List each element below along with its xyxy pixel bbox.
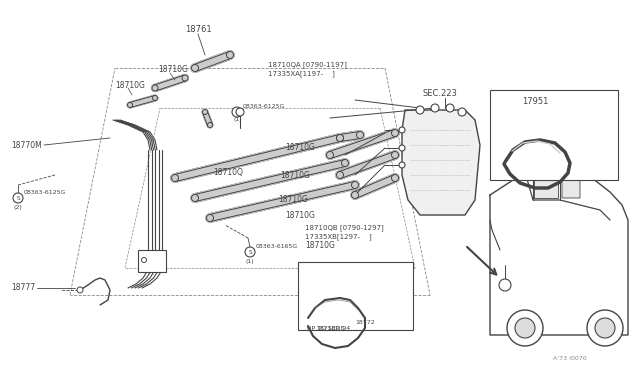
Text: 18770M: 18770M xyxy=(12,141,42,150)
Circle shape xyxy=(399,127,405,133)
Circle shape xyxy=(342,160,349,167)
Circle shape xyxy=(337,171,344,179)
Text: UP TO SEP.'94: UP TO SEP.'94 xyxy=(307,326,350,331)
Text: 18710QB [0790-1297]: 18710QB [0790-1297] xyxy=(305,225,384,231)
Circle shape xyxy=(77,287,83,293)
Text: 08363-6165G: 08363-6165G xyxy=(256,244,298,248)
Circle shape xyxy=(515,318,535,338)
Polygon shape xyxy=(562,177,580,198)
Circle shape xyxy=(392,129,399,137)
Circle shape xyxy=(399,145,405,151)
Circle shape xyxy=(191,64,198,71)
Text: 17951: 17951 xyxy=(522,97,548,106)
Circle shape xyxy=(245,247,255,257)
Circle shape xyxy=(446,104,454,112)
Circle shape xyxy=(172,174,179,182)
Text: S: S xyxy=(16,196,20,201)
Circle shape xyxy=(227,51,234,58)
Text: A'73 I0070: A'73 I0070 xyxy=(553,356,587,360)
Circle shape xyxy=(499,279,511,291)
Text: 18772: 18772 xyxy=(355,320,375,324)
Text: SEC.223: SEC.223 xyxy=(422,89,458,97)
Text: 18761: 18761 xyxy=(185,26,211,35)
Circle shape xyxy=(399,162,405,168)
Text: 08363-6125G: 08363-6125G xyxy=(24,189,67,195)
Text: 18710G: 18710G xyxy=(305,241,335,250)
Text: 18710G: 18710G xyxy=(285,211,315,219)
Circle shape xyxy=(416,106,424,114)
Text: S: S xyxy=(248,250,252,254)
Circle shape xyxy=(351,182,358,189)
Text: 18710QC: 18710QC xyxy=(316,326,345,330)
Circle shape xyxy=(587,310,623,346)
Circle shape xyxy=(152,85,158,91)
Circle shape xyxy=(141,257,147,263)
Circle shape xyxy=(507,310,543,346)
Circle shape xyxy=(595,318,615,338)
Circle shape xyxy=(232,107,242,117)
Circle shape xyxy=(191,195,198,202)
Text: 08363-6125G: 08363-6125G xyxy=(243,105,285,109)
Text: 18710G: 18710G xyxy=(278,196,308,205)
Circle shape xyxy=(356,131,364,138)
Text: 18710G: 18710G xyxy=(115,80,145,90)
Text: (1): (1) xyxy=(246,259,254,263)
Circle shape xyxy=(207,215,214,221)
Text: 18710G: 18710G xyxy=(158,65,188,74)
Polygon shape xyxy=(402,110,480,215)
Circle shape xyxy=(458,108,466,116)
Circle shape xyxy=(392,151,399,158)
Circle shape xyxy=(202,109,207,115)
Circle shape xyxy=(337,135,344,141)
Circle shape xyxy=(182,75,188,81)
Text: 18710G: 18710G xyxy=(280,170,310,180)
Text: (1): (1) xyxy=(234,116,243,122)
Text: (2): (2) xyxy=(13,205,22,209)
Circle shape xyxy=(392,174,399,182)
Bar xyxy=(490,90,618,180)
Polygon shape xyxy=(534,175,558,198)
Text: 17335XB[1297-    ]: 17335XB[1297- ] xyxy=(305,234,372,240)
Text: 18777: 18777 xyxy=(11,283,35,292)
Text: 18710Q: 18710Q xyxy=(213,167,243,176)
Circle shape xyxy=(431,104,439,112)
Circle shape xyxy=(326,151,333,158)
Text: 17335XA[1197-    ]: 17335XA[1197- ] xyxy=(268,71,335,77)
Bar xyxy=(298,262,413,330)
Circle shape xyxy=(13,193,23,203)
Text: 18710G: 18710G xyxy=(285,142,315,151)
Circle shape xyxy=(236,108,244,116)
Circle shape xyxy=(207,122,212,128)
Circle shape xyxy=(127,103,132,108)
Circle shape xyxy=(337,135,344,141)
Circle shape xyxy=(351,192,358,199)
Text: S: S xyxy=(236,109,239,115)
Text: 18710QA [0790-1197]: 18710QA [0790-1197] xyxy=(268,62,347,68)
Circle shape xyxy=(152,96,157,100)
Bar xyxy=(138,250,166,272)
